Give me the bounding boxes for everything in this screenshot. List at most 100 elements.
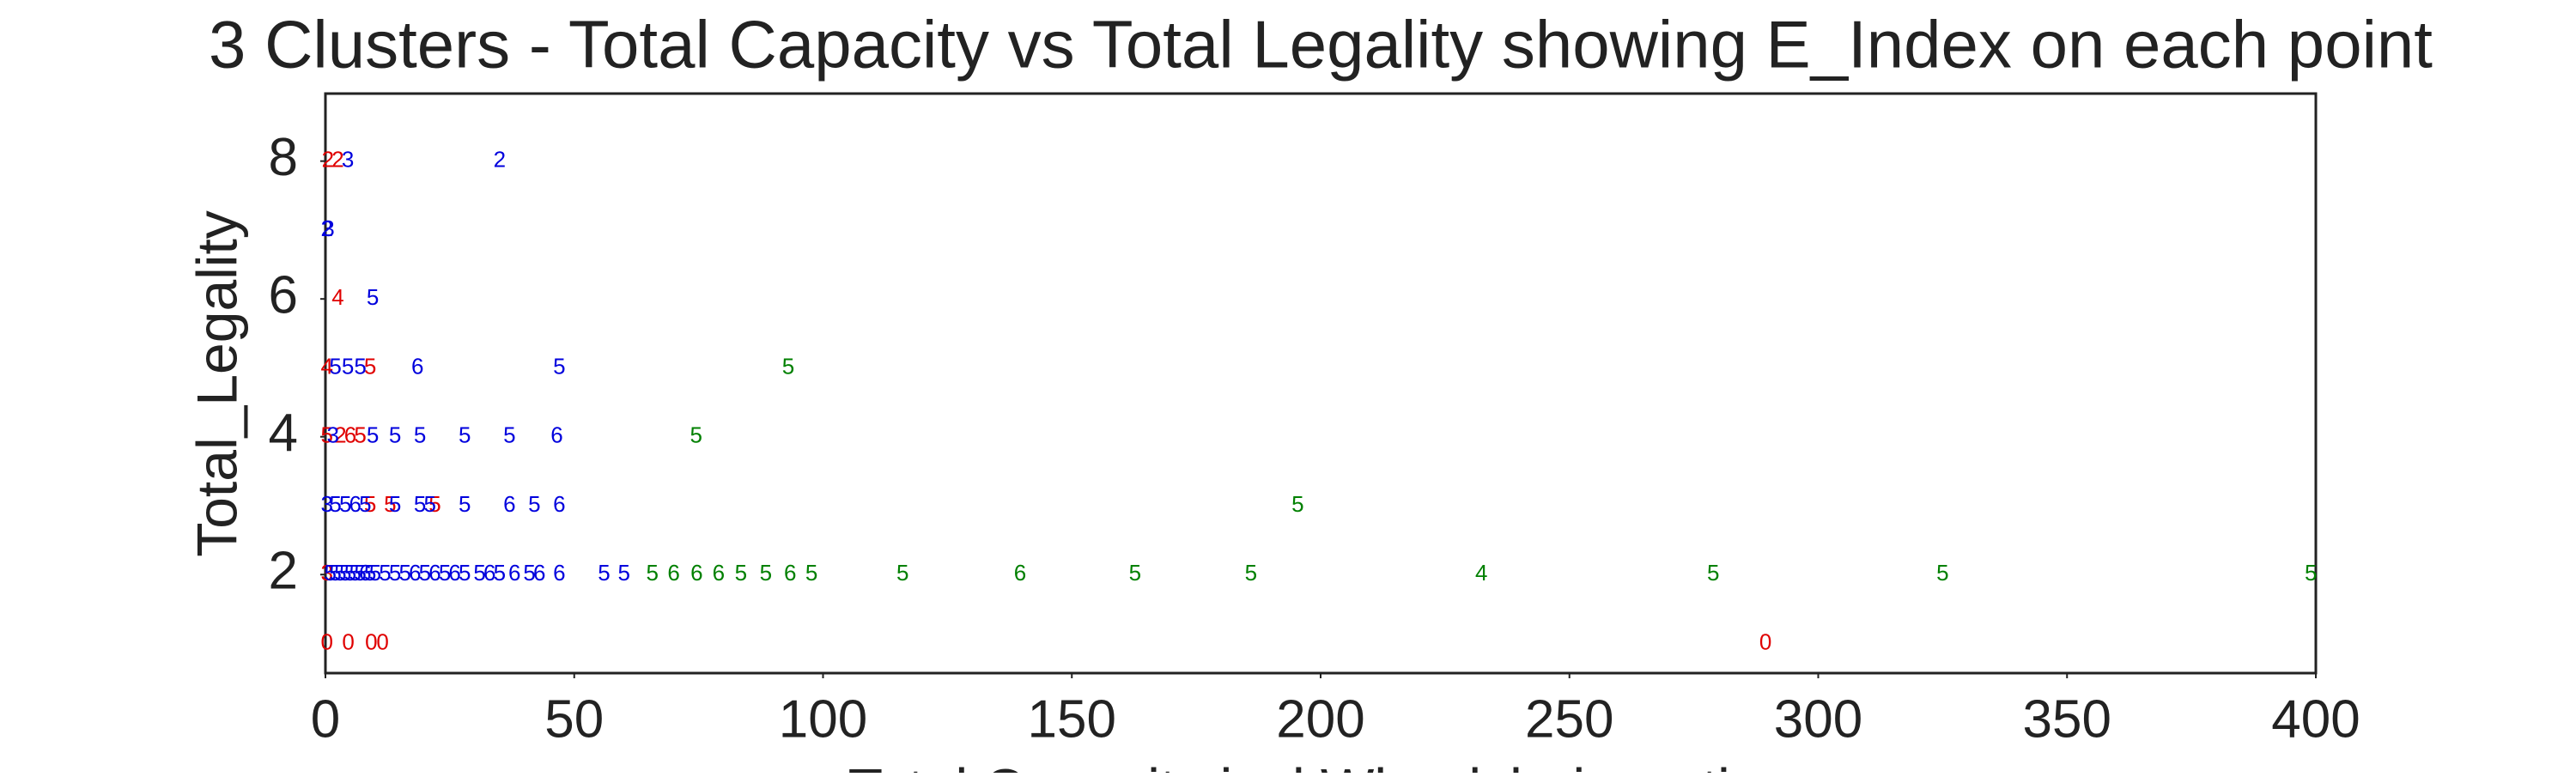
point-label: 5 — [367, 284, 379, 310]
point-label: 5 — [325, 560, 337, 586]
point-label: 6 — [411, 353, 423, 379]
point-label: 3 — [326, 422, 338, 448]
point-label: 6 — [349, 491, 361, 517]
point-label: 2 — [321, 215, 333, 241]
point-label: 6 — [409, 560, 421, 586]
point-label: 5 — [1245, 560, 1257, 586]
point-label: 0 — [321, 628, 333, 654]
point-label: 5 — [523, 560, 535, 586]
point-label: 6 — [344, 422, 356, 448]
point-label: 3 — [322, 215, 334, 241]
point-label: 5 — [782, 353, 794, 379]
point-label: 5 — [339, 560, 351, 586]
point-label: 6 — [448, 560, 460, 586]
point-label: 6 — [784, 560, 796, 586]
point-label: 5 — [805, 560, 817, 586]
x-tick-label: 50 — [544, 689, 604, 749]
point-label: 5 — [398, 560, 410, 586]
chart-title: 3 Clusters - Total Capacity vs Total Leg… — [209, 7, 2433, 82]
point-label: 5 — [364, 560, 376, 586]
point-label: 6 — [1014, 560, 1026, 586]
point-label: 6 — [553, 491, 565, 517]
point-label: 0 — [1759, 628, 1771, 654]
point-label: 5 — [760, 560, 772, 586]
point-label: 3 — [321, 560, 333, 586]
point-label: 5 — [321, 422, 333, 448]
point-label: 5 — [1936, 560, 1948, 586]
point-label: 5 — [503, 422, 515, 448]
point-label: 2 — [331, 147, 343, 173]
point-label: 0 — [342, 628, 354, 654]
x-tick-label: 0 — [311, 689, 340, 749]
point-label: 6 — [359, 560, 371, 586]
point-label: 6 — [508, 560, 520, 586]
point-label: 6 — [483, 560, 495, 586]
point-label: 5 — [528, 491, 540, 517]
x-axis-label: Total Capacity incl Wheelchair routing — [848, 756, 1794, 773]
point-label: 5 — [414, 491, 426, 517]
point-label: 5 — [389, 422, 401, 448]
point-label: 5 — [367, 422, 379, 448]
x-tick-label: 250 — [1525, 689, 1613, 749]
point-label: 5 — [896, 560, 908, 586]
point-label: 5 — [384, 491, 396, 517]
point-label: 5 — [553, 353, 565, 379]
point-label: 3 — [321, 491, 333, 517]
point-label: 5 — [2305, 560, 2317, 586]
point-label: 5 — [339, 491, 351, 517]
point-label: 5 — [598, 560, 610, 586]
point-label: 5 — [735, 560, 747, 586]
point-label: 5 — [354, 560, 366, 586]
x-tick-label: 200 — [1276, 689, 1364, 749]
x-tick-label: 400 — [2271, 689, 2360, 749]
x-tick-label: 350 — [2023, 689, 2111, 749]
point-label: 5 — [459, 560, 471, 586]
point-label: 2 — [494, 147, 506, 173]
point-label: 5 — [617, 560, 629, 586]
x-tick-label: 150 — [1028, 689, 1116, 749]
point-label: 6 — [713, 560, 725, 586]
x-tick-label: 300 — [1774, 689, 1862, 749]
point-label: 0 — [376, 628, 388, 654]
point-label: 5 — [1707, 560, 1719, 586]
point-label: 5 — [359, 491, 371, 517]
point-label: 5 — [473, 560, 485, 586]
y-tick-label: 2 — [269, 542, 298, 601]
x-tick-label: 100 — [779, 689, 867, 749]
point-label: 5 — [364, 353, 376, 379]
point-label: 5 — [428, 491, 440, 517]
point-label: 4 — [321, 353, 333, 379]
point-label: 5 — [364, 491, 376, 517]
point-label: 6 — [553, 560, 565, 586]
point-label: 5 — [369, 560, 381, 586]
y-axis-label: Total_Legality — [185, 210, 248, 557]
point-label: 2 — [334, 422, 346, 448]
point-label: 4 — [1475, 560, 1487, 586]
point-label: 5 — [379, 560, 391, 586]
point-label: 5 — [389, 560, 401, 586]
point-label: 5 — [344, 560, 356, 586]
point-label: 5 — [349, 560, 361, 586]
point-label: 5 — [690, 422, 702, 448]
point-label: 5 — [414, 422, 426, 448]
point-label: 5 — [1129, 560, 1141, 586]
point-label: 5 — [329, 560, 341, 586]
point-label: 5 — [389, 491, 401, 517]
point-label: 5 — [354, 422, 366, 448]
y-tick-label: 6 — [269, 266, 298, 325]
point-label: 3 — [342, 147, 354, 173]
point-label: 5 — [1291, 491, 1303, 517]
y-tick-label: 4 — [269, 404, 298, 463]
point-label: 5 — [334, 560, 346, 586]
point-label: 6 — [550, 422, 562, 448]
point-label: 2 — [322, 147, 334, 173]
point-label: 5 — [459, 491, 471, 517]
point-label: 6 — [533, 560, 545, 586]
point-label: 5 — [354, 353, 366, 379]
point-label: 5 — [439, 560, 451, 586]
point-label: 6 — [503, 491, 515, 517]
point-label: 5 — [342, 353, 354, 379]
point-label: 6 — [690, 560, 702, 586]
point-label: 5 — [459, 422, 471, 448]
